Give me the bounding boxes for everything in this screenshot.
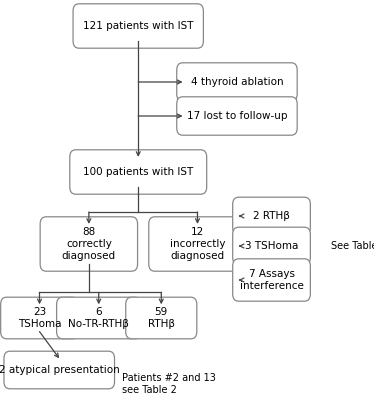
Text: 23
TSHoma: 23 TSHoma bbox=[18, 307, 61, 329]
FancyBboxPatch shape bbox=[233, 227, 310, 265]
FancyBboxPatch shape bbox=[73, 4, 203, 48]
FancyBboxPatch shape bbox=[233, 197, 310, 235]
FancyBboxPatch shape bbox=[177, 63, 297, 101]
Text: 3 TSHoma: 3 TSHoma bbox=[245, 241, 298, 251]
Text: 6
No-TR-RTHβ: 6 No-TR-RTHβ bbox=[68, 307, 129, 329]
FancyBboxPatch shape bbox=[70, 150, 207, 194]
FancyBboxPatch shape bbox=[56, 297, 141, 339]
FancyBboxPatch shape bbox=[126, 297, 197, 339]
Text: 2 atypical presentation: 2 atypical presentation bbox=[0, 365, 120, 375]
FancyBboxPatch shape bbox=[177, 97, 297, 135]
Text: 88
correctly
diagnosed: 88 correctly diagnosed bbox=[62, 227, 116, 261]
Text: 2 RTHβ: 2 RTHβ bbox=[253, 211, 290, 221]
Text: 100 patients with IST: 100 patients with IST bbox=[83, 167, 193, 177]
FancyBboxPatch shape bbox=[1, 297, 78, 339]
FancyBboxPatch shape bbox=[40, 217, 138, 271]
Text: 121 patients with IST: 121 patients with IST bbox=[83, 21, 193, 31]
Text: 7 Assays
interference: 7 Assays interference bbox=[240, 269, 303, 291]
Text: 12
incorrectly
diagnosed: 12 incorrectly diagnosed bbox=[170, 227, 225, 261]
FancyBboxPatch shape bbox=[233, 259, 310, 301]
Text: 4 thyroid ablation: 4 thyroid ablation bbox=[191, 77, 283, 87]
Text: 59
RTHβ: 59 RTHβ bbox=[148, 307, 175, 329]
Text: See Table 2: See Table 2 bbox=[331, 241, 374, 251]
FancyBboxPatch shape bbox=[4, 351, 114, 389]
FancyBboxPatch shape bbox=[149, 217, 246, 271]
Text: Patients #2 and 13
see Table 2: Patients #2 and 13 see Table 2 bbox=[122, 373, 216, 395]
Text: 17 lost to follow-up: 17 lost to follow-up bbox=[187, 111, 287, 121]
